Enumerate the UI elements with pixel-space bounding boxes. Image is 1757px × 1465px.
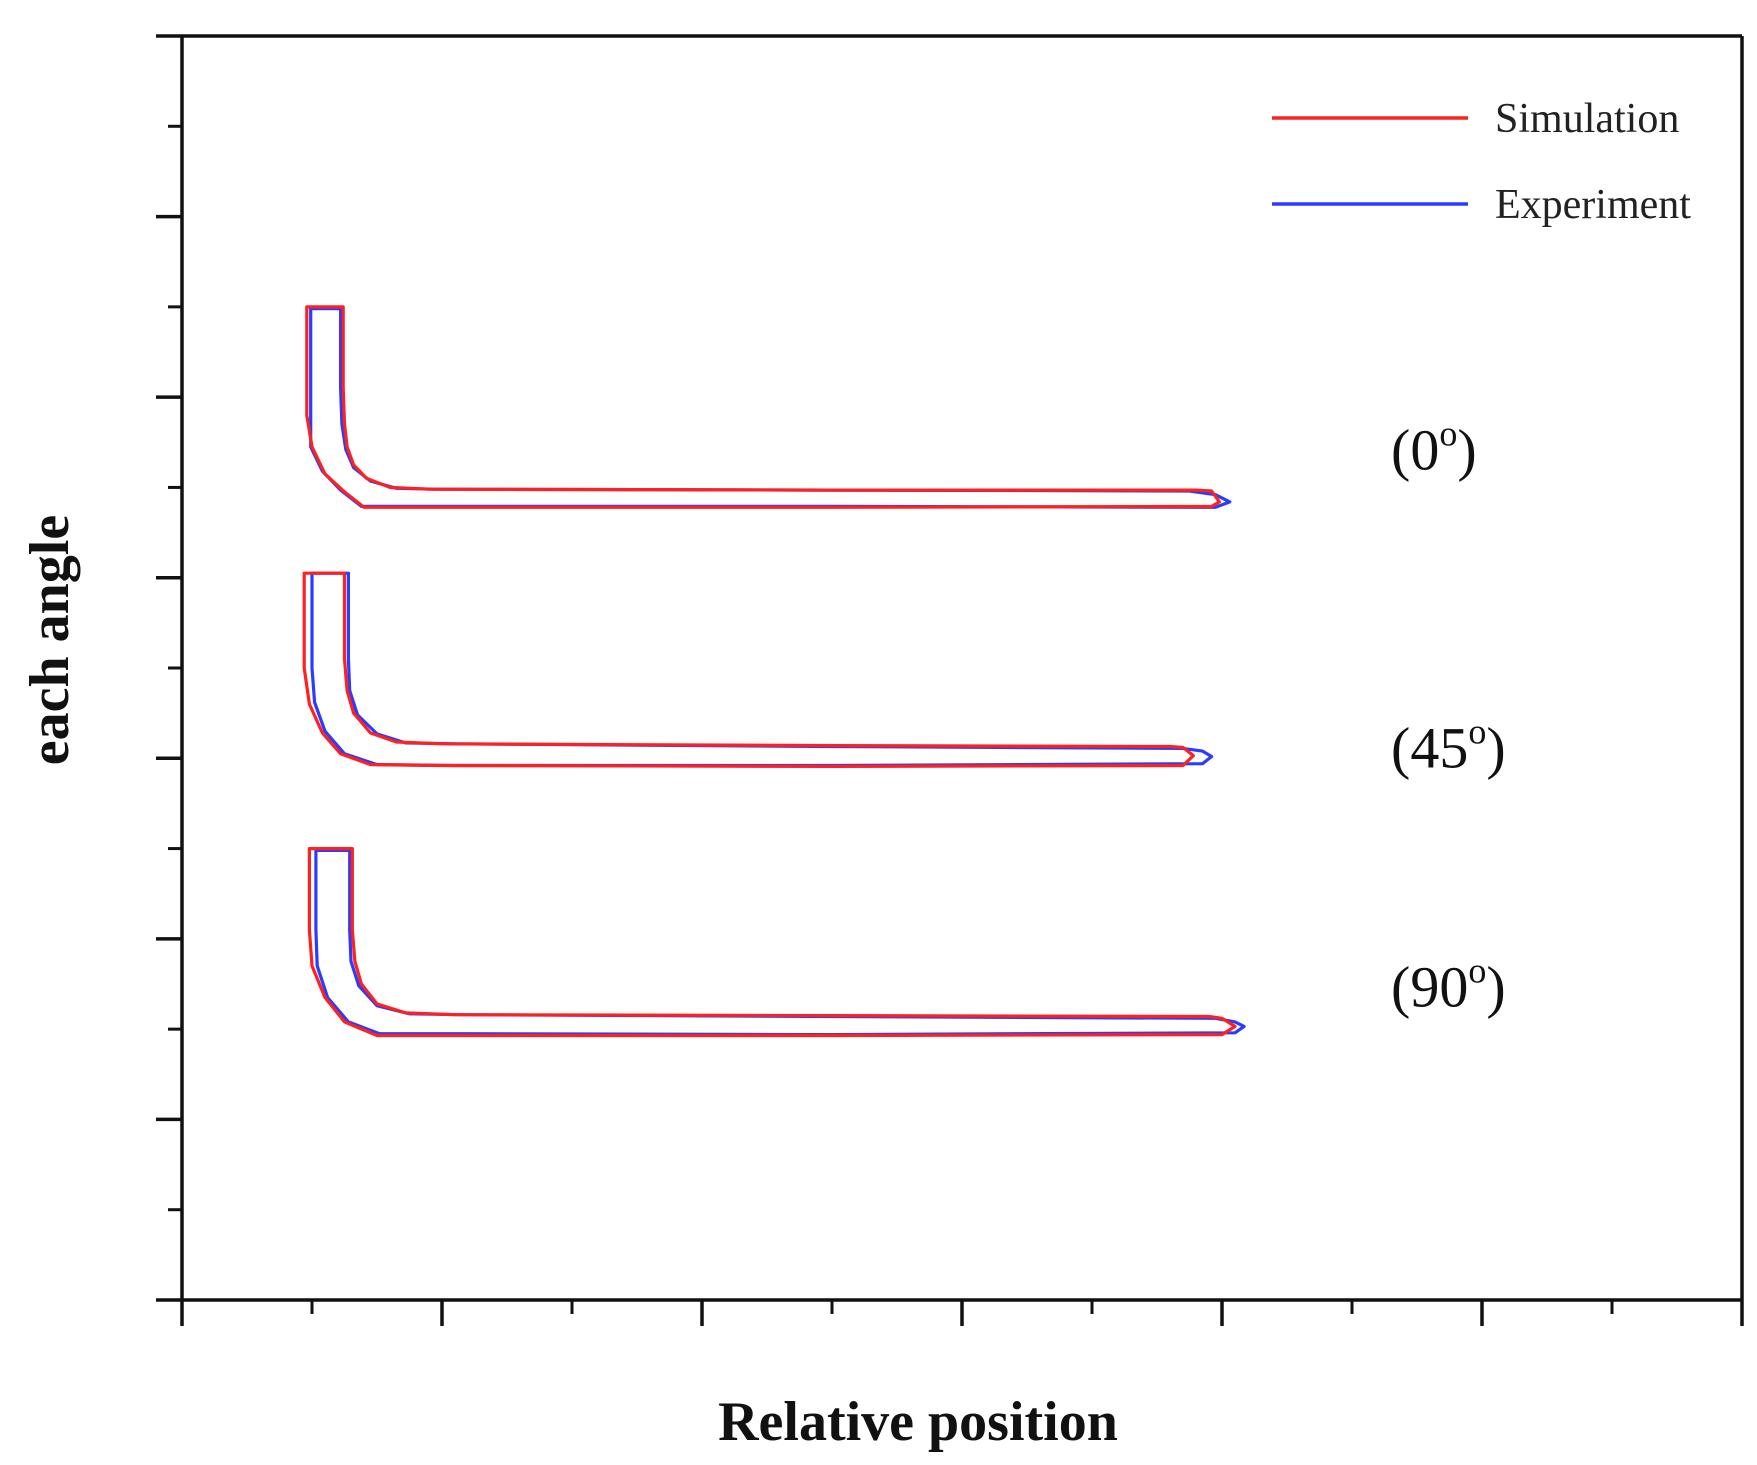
experiment-profile-line <box>314 848 1246 1037</box>
legend-label: Simulation <box>1495 96 1679 142</box>
y-axis-label: each angle <box>19 515 81 765</box>
angle-annotation: (90o) <box>1391 951 1506 1020</box>
experiment-profile-line <box>310 571 1214 768</box>
axis-ticks <box>156 34 1744 1326</box>
simulation-profile-line <box>307 847 1237 1038</box>
profile-1 <box>302 571 1214 768</box>
legend: Simulation Experiment <box>1272 96 1691 228</box>
profiles <box>302 305 1246 1038</box>
simulation-profile-line <box>305 305 1221 509</box>
x-axis-label: Relative position <box>718 1391 1118 1453</box>
angle-annotation: (45o) <box>1391 711 1506 780</box>
angle-annotations: (0o) (45o) (90o) <box>1391 413 1506 1019</box>
legend-label: Experiment <box>1495 182 1691 228</box>
profile-0 <box>305 305 1232 509</box>
experiment-profile-line <box>309 307 1232 509</box>
profile-2 <box>307 847 1246 1038</box>
angle-annotation: (0o) <box>1391 413 1477 482</box>
simulation-profile-line <box>302 571 1195 768</box>
